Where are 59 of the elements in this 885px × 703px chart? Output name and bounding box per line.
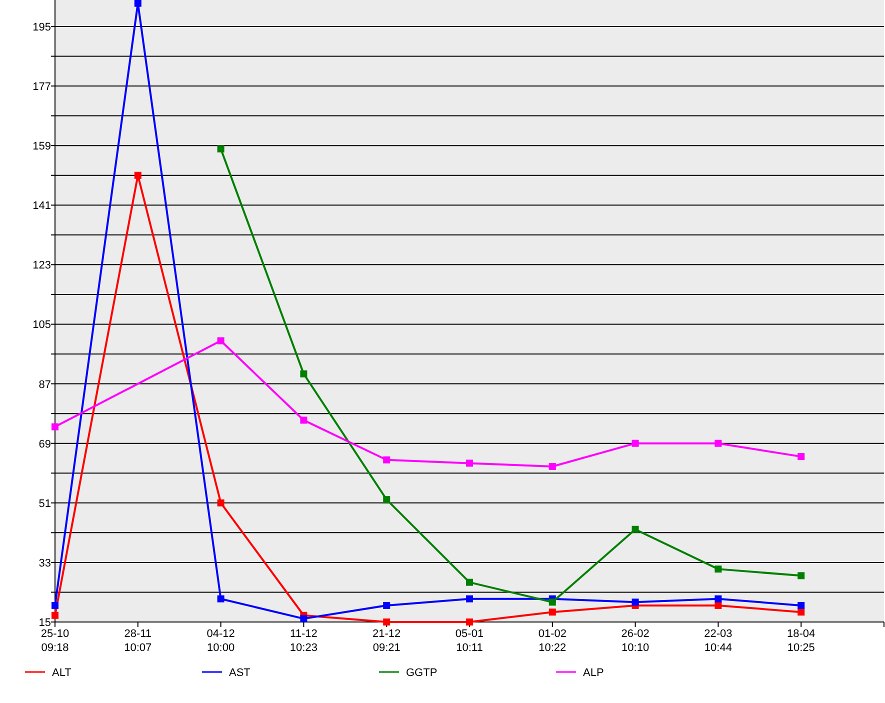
point bbox=[52, 612, 58, 619]
point bbox=[798, 453, 805, 460]
x-tick-label: 11-12 10:23 bbox=[290, 628, 318, 654]
point bbox=[466, 618, 473, 626]
x-tick-label: 18-04 10:25 bbox=[787, 628, 816, 654]
x-tick-label: 25-10 09:18 bbox=[40, 628, 70, 654]
point bbox=[134, 0, 142, 7]
y-tick-label: 141 bbox=[32, 200, 51, 212]
y-tick-label: 123 bbox=[32, 260, 51, 272]
point bbox=[217, 499, 224, 506]
y-tick-label: 105 bbox=[32, 319, 51, 332]
x-tick-label: 28-11 10:07 bbox=[124, 628, 152, 654]
point bbox=[383, 618, 390, 626]
point bbox=[714, 595, 722, 602]
point bbox=[52, 423, 58, 430]
y-tick-label: 51 bbox=[38, 498, 51, 510]
point bbox=[466, 595, 473, 602]
y-tick-label: 87 bbox=[38, 378, 51, 391]
legend-label: ALT bbox=[52, 667, 72, 679]
legend-label: GGTP bbox=[406, 667, 438, 679]
y-tick-label: 69 bbox=[38, 438, 51, 450]
point bbox=[300, 370, 308, 378]
point bbox=[466, 460, 473, 467]
point bbox=[798, 572, 805, 580]
legend-label: AST bbox=[229, 667, 251, 679]
y-tick-label: 195 bbox=[32, 21, 51, 34]
x-tick-label: 21-12 09:21 bbox=[372, 628, 401, 654]
y-tick-label: 33 bbox=[38, 557, 51, 570]
point bbox=[548, 598, 556, 606]
point bbox=[798, 602, 805, 609]
point bbox=[714, 602, 722, 609]
point bbox=[632, 598, 639, 606]
point bbox=[383, 456, 390, 464]
legend-label: ALP bbox=[583, 667, 604, 679]
x-tick-label: 05-01 10:11 bbox=[455, 628, 484, 654]
point bbox=[383, 602, 390, 609]
point bbox=[217, 337, 224, 344]
y-tick-label: 15 bbox=[38, 617, 51, 629]
point bbox=[798, 608, 805, 616]
y-tick-label: 177 bbox=[32, 81, 51, 94]
point bbox=[714, 440, 722, 447]
point bbox=[300, 416, 308, 424]
point bbox=[632, 526, 639, 533]
x-tick-label: 22-03 10:44 bbox=[704, 628, 732, 654]
point bbox=[632, 440, 639, 447]
point bbox=[548, 463, 556, 470]
y-tick-label: 159 bbox=[32, 140, 51, 153]
point bbox=[383, 496, 390, 504]
x-tick-label: 01-02 10:22 bbox=[538, 628, 566, 654]
point bbox=[134, 172, 142, 179]
point bbox=[300, 615, 308, 622]
x-tick-label: 04-12 10:00 bbox=[206, 628, 235, 654]
point bbox=[217, 595, 224, 602]
point bbox=[548, 608, 556, 616]
point bbox=[714, 566, 722, 573]
point bbox=[52, 602, 58, 609]
x-tick-label: 26-02 10:10 bbox=[621, 628, 650, 654]
point bbox=[466, 578, 473, 586]
point bbox=[217, 145, 224, 152]
